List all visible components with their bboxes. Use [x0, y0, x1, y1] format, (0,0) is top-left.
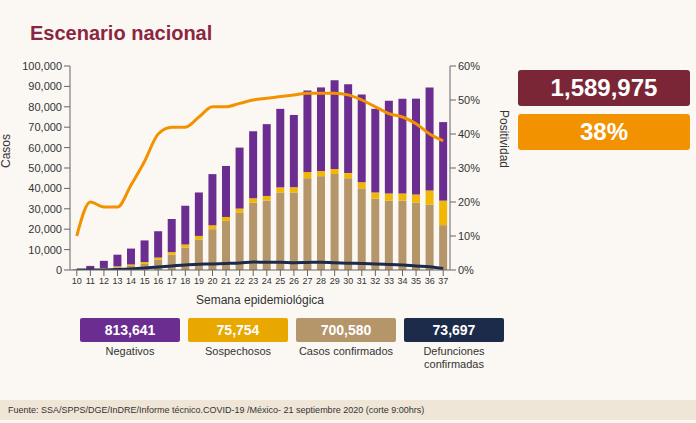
svg-text:10,000: 10,000	[28, 244, 62, 256]
svg-text:12: 12	[99, 276, 109, 286]
svg-text:90,000: 90,000	[28, 80, 62, 92]
svg-text:Positividad: Positividad	[497, 110, 510, 168]
svg-text:22: 22	[235, 276, 245, 286]
html-text:Fuente: SSA/SPPS/DGE/InDRE/Inf: Fuente: SSA/SPPS/DGE/InDRE/Informe técni…	[8, 405, 425, 415]
svg-text:27: 27	[302, 276, 312, 286]
svg-text:31: 31	[357, 276, 367, 286]
svg-text:10%: 10%	[458, 230, 480, 242]
svg-text:0%: 0%	[458, 264, 474, 276]
svg-text:50,000: 50,000	[28, 162, 62, 174]
svg-text:18: 18	[180, 276, 190, 286]
svg-text:40%: 40%	[458, 128, 480, 140]
svg-text:20: 20	[207, 276, 217, 286]
html-text:Sospechosos: Sospechosos	[205, 345, 271, 357]
svg-text:28: 28	[316, 276, 326, 286]
svg-text:70,000: 70,000	[28, 121, 62, 133]
svg-text:60,000: 60,000	[28, 142, 62, 154]
svg-text:50%: 50%	[458, 94, 480, 106]
svg-text:34: 34	[397, 276, 407, 286]
svg-text:20,000: 20,000	[28, 223, 62, 235]
svg-text:Semana epidemiológica: Semana epidemiológica	[196, 293, 324, 307]
html-text:38%: 38%	[580, 118, 628, 145]
svg-text:100,000: 100,000	[22, 60, 62, 72]
svg-text:10: 10	[72, 276, 82, 286]
svg-text:26: 26	[289, 276, 299, 286]
html-text:813,641: 813,641	[104, 322, 156, 338]
svg-text:80,000: 80,000	[28, 101, 62, 113]
svg-text:33: 33	[384, 276, 394, 286]
svg-text:30%: 30%	[458, 162, 480, 174]
svg-text:16: 16	[153, 276, 163, 286]
svg-text:24: 24	[262, 276, 272, 286]
svg-text:13: 13	[112, 276, 122, 286]
svg-text:29: 29	[330, 276, 340, 286]
svg-text:32: 32	[370, 276, 380, 286]
svg-text:19: 19	[194, 276, 204, 286]
svg-text:17: 17	[167, 276, 177, 286]
html-text:75,754: 75,754	[216, 322, 260, 338]
html-text:Defunciones confirmadas: Defunciones confirmadas	[423, 345, 485, 370]
svg-text:30,000: 30,000	[28, 203, 62, 215]
svg-text:37: 37	[438, 276, 448, 286]
html-text:73,697: 73,697	[432, 322, 476, 338]
svg-text:25: 25	[275, 276, 285, 286]
svg-text:23: 23	[248, 276, 258, 286]
svg-text:0: 0	[56, 264, 62, 276]
html-text:Negativos: Negativos	[105, 345, 155, 357]
svg-text:30: 30	[343, 276, 353, 286]
svg-text:11: 11	[86, 276, 95, 286]
svg-text:40,000: 40,000	[28, 182, 62, 194]
svg-text:36: 36	[425, 276, 435, 286]
svg-text:35: 35	[411, 276, 421, 286]
svg-text:20%: 20%	[458, 196, 480, 208]
svg-text:Casos: Casos	[0, 134, 13, 168]
html-text:1,589,975: 1,589,975	[550, 74, 658, 101]
html-text:Casos confirmados: Casos confirmados	[298, 345, 394, 357]
svg-text:14: 14	[126, 276, 136, 286]
html-text:Escenario nacional: Escenario nacional	[30, 22, 213, 44]
svg-text:60%: 60%	[458, 60, 480, 72]
svg-text:21: 21	[221, 276, 231, 286]
svg-text:15: 15	[140, 276, 150, 286]
html-text:700,580: 700,580	[320, 322, 372, 338]
